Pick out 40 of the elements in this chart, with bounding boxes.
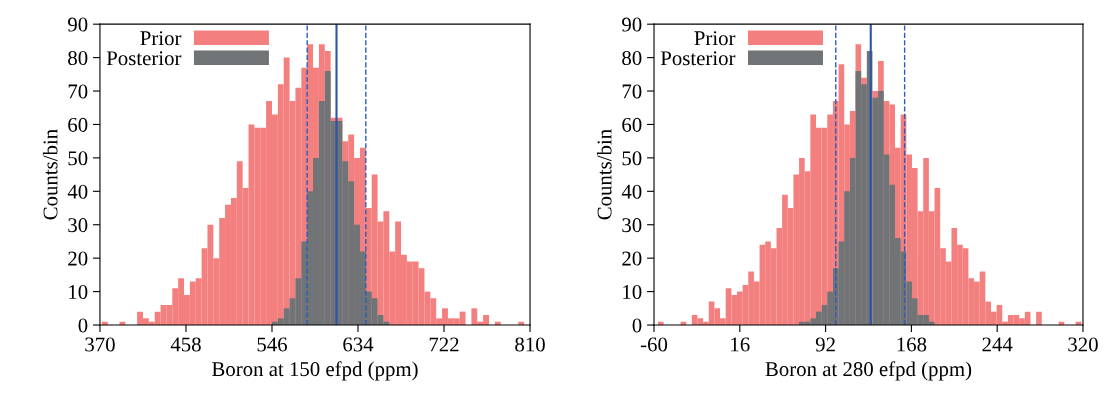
y-tick-label: 60 bbox=[622, 117, 642, 132]
y-tick-label: 90 bbox=[67, 17, 88, 32]
x-tick-label: 16 bbox=[731, 337, 750, 352]
legend-label: Prior bbox=[694, 31, 736, 46]
x-axis-title: Boron at 150 efpd (ppm) bbox=[212, 361, 418, 381]
x-tick-label: 810 bbox=[515, 337, 545, 352]
y-tick-label: 0 bbox=[632, 318, 642, 333]
y-axis-title: Counts/bin bbox=[596, 129, 612, 220]
y-tick-label: 20 bbox=[68, 251, 88, 266]
y-tick-label: 20 bbox=[622, 251, 642, 266]
y-tick-label: 70 bbox=[622, 84, 642, 99]
y-tick-label: 30 bbox=[68, 218, 88, 233]
x-tick-label: 92 bbox=[815, 337, 835, 352]
y-tick-label: 90 bbox=[622, 17, 642, 32]
y-tick-label: 50 bbox=[68, 151, 88, 166]
y-axis-title: Counts/bin bbox=[42, 129, 58, 220]
y-tick-label: 0 bbox=[78, 318, 88, 333]
x-tick-label: 546 bbox=[257, 337, 287, 352]
x-tick-label: -60 bbox=[640, 337, 668, 352]
y-tick-label: 50 bbox=[622, 151, 642, 166]
y-tick-label: 40 bbox=[621, 184, 642, 199]
x-tick-label: 244 bbox=[982, 337, 1013, 352]
x-tick-label: 370 bbox=[85, 337, 115, 352]
x-tick-label: 168 bbox=[897, 337, 927, 352]
y-tick-label: 80 bbox=[68, 50, 88, 66]
x-tick-label: 634 bbox=[343, 337, 374, 352]
x-tick-label: 320 bbox=[1068, 337, 1098, 352]
legend-label: Prior bbox=[140, 31, 182, 46]
legend-label: Posterior bbox=[660, 51, 736, 66]
y-tick-label: 30 bbox=[622, 218, 642, 233]
y-tick-label: 70 bbox=[68, 84, 88, 99]
y-tick-label: 40 bbox=[67, 184, 88, 199]
x-axis-title: Boron at 280 efpd (ppm) bbox=[765, 361, 972, 381]
x-tick-label: 722 bbox=[429, 337, 459, 352]
y-tick-label: 60 bbox=[68, 117, 88, 132]
y-tick-label: 10 bbox=[623, 284, 642, 300]
y-tick-label: 10 bbox=[69, 284, 88, 300]
legend-label: Posterior bbox=[106, 51, 182, 66]
x-tick-label: 458 bbox=[170, 337, 201, 352]
y-tick-label: 80 bbox=[622, 50, 642, 66]
